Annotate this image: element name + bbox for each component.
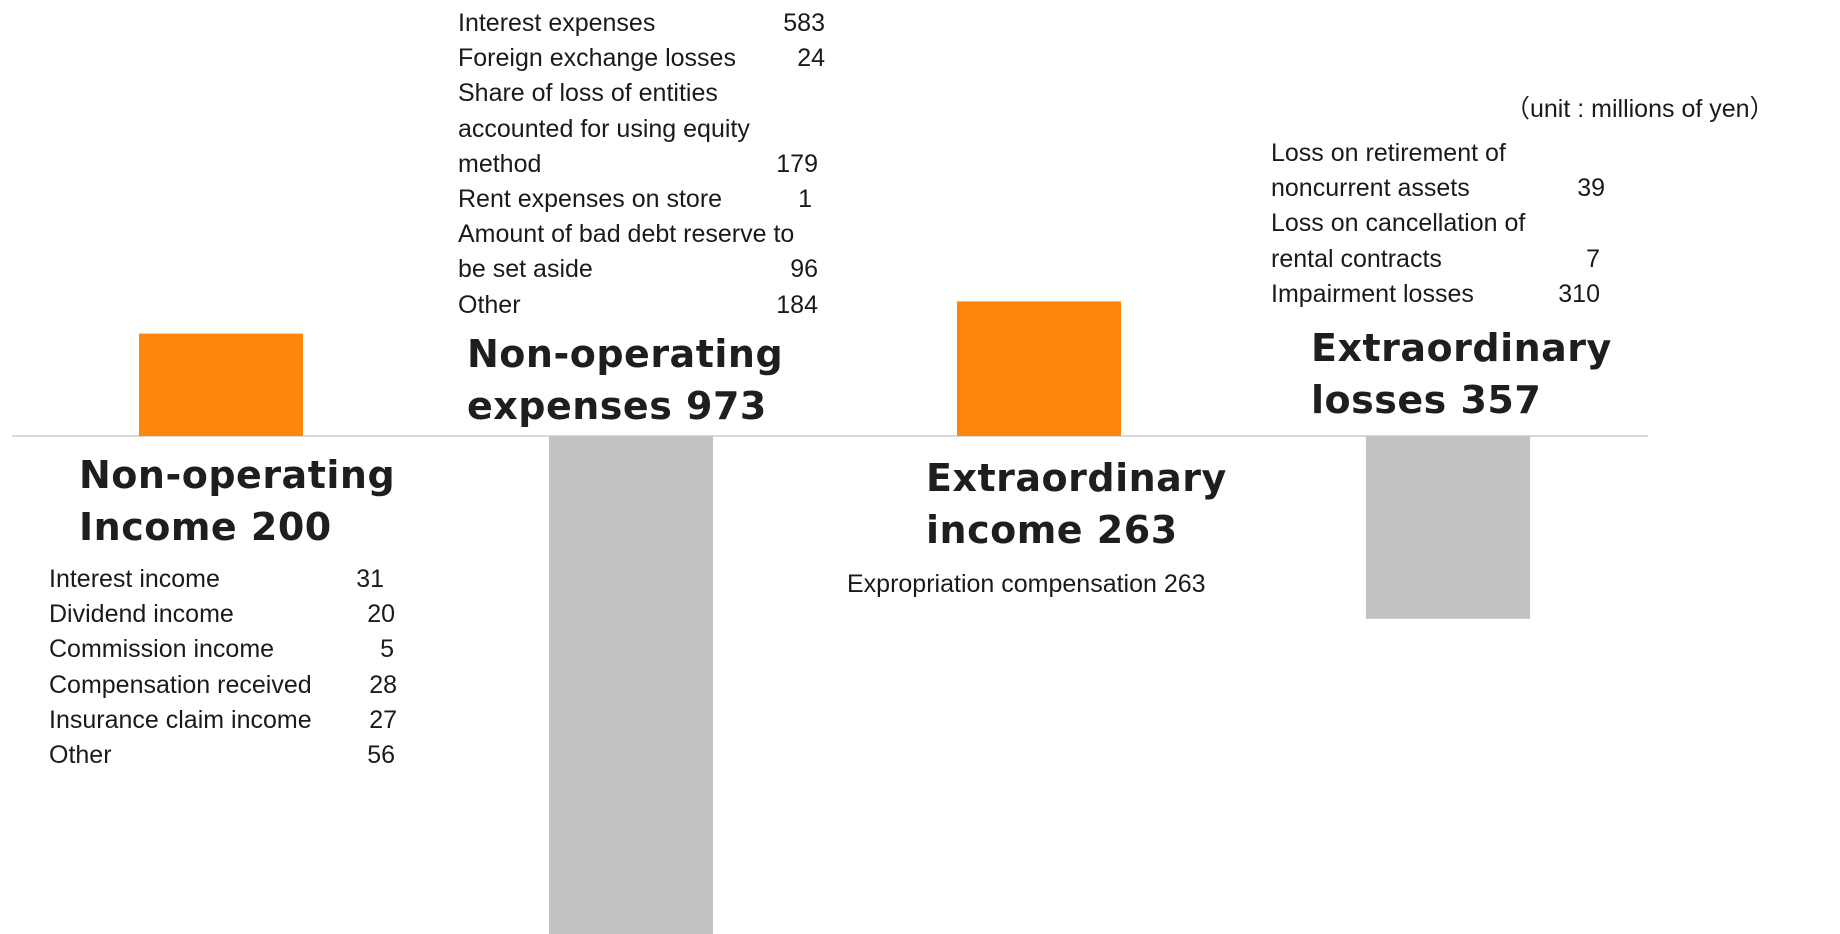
item-label: Rent expenses on store bbox=[458, 185, 723, 214]
list-item: Interest expenses 583 bbox=[458, 6, 828, 41]
list-item: Share of loss of entities accounted for … bbox=[458, 76, 828, 182]
bar-extraordinary-losses bbox=[1366, 436, 1530, 619]
list-item: Loss on retirement of noncurrent assets 3… bbox=[1271, 136, 1611, 206]
heading-non-operating-income: Non-operating Income 200 bbox=[79, 449, 395, 553]
list-item: Insurance claim income 27 bbox=[49, 703, 397, 738]
item-label: Foreign exchange losses bbox=[458, 44, 736, 73]
heading-line: Extraordinary bbox=[1311, 326, 1612, 370]
unit-label: （unit : millions of yen） bbox=[1505, 95, 1775, 123]
item-label: Other bbox=[458, 290, 521, 319]
breakdown-extraordinary-income: Expropriation compensation 263 bbox=[847, 570, 1206, 599]
item-value: 5 bbox=[380, 635, 394, 664]
list-item: Other 184 bbox=[458, 288, 828, 323]
heading-line: Non-operating bbox=[467, 332, 784, 376]
item-label: Impairment losses bbox=[1271, 279, 1474, 308]
list-item: Foreign exchange losses 24 bbox=[458, 41, 828, 76]
heading-extraordinary-income: Extraordinary income 263 bbox=[926, 452, 1227, 556]
list-item: Other 56 bbox=[49, 738, 397, 773]
item-value: 263 bbox=[1163, 570, 1206, 598]
heading-non-operating-expenses: Non-operating expenses 973 bbox=[467, 328, 783, 432]
item-label: Share of loss of entities accounted for … bbox=[458, 79, 750, 178]
item-value: 39 bbox=[1577, 174, 1605, 203]
heading-line: income 263 bbox=[926, 508, 1178, 552]
list-item: Commission income 5 bbox=[49, 632, 397, 667]
item-label: Commission income bbox=[49, 635, 275, 664]
heading-extraordinary-losses: Extraordinary losses 357 bbox=[1311, 322, 1612, 426]
item-label: Compensation received bbox=[49, 670, 312, 699]
breakdown-non-operating-income: Interest income 31 Dividend income 20 Comm… bbox=[49, 562, 397, 773]
heading-line: Non-operating bbox=[79, 453, 396, 497]
bar-non-operating-income bbox=[139, 333, 303, 436]
list-item: Interest income 31 bbox=[49, 562, 397, 597]
heading-line: Income 200 bbox=[79, 505, 332, 549]
breakdown-non-operating-expenses: Interest expenses 583 Foreign exchange lo… bbox=[458, 6, 828, 323]
item-label: Amount of bad debt reserve to be set asi… bbox=[458, 220, 795, 284]
list-item: Compensation received 28 bbox=[49, 668, 397, 703]
item-label: Dividend income bbox=[49, 600, 234, 629]
item-label: Interest income bbox=[49, 565, 220, 593]
list-item: Amount of bad debt reserve to be set asi… bbox=[458, 217, 828, 287]
item-label: Loss on retirement of noncurrent assets bbox=[1271, 139, 1506, 203]
item-value: 96 bbox=[790, 255, 818, 284]
item-value: 20 bbox=[367, 600, 395, 629]
heading-line: Extraordinary bbox=[926, 456, 1227, 500]
item-label: Interest expenses bbox=[458, 9, 656, 37]
item-value: 310 bbox=[1558, 279, 1600, 308]
item-label: Loss on cancellation of rental contracts bbox=[1271, 209, 1526, 273]
item-value: 56 bbox=[367, 741, 395, 770]
item-value: 1 bbox=[798, 185, 812, 214]
item-label: Insurance claim income bbox=[49, 705, 312, 734]
heading-line: losses 357 bbox=[1311, 378, 1542, 422]
list-item: Loss on cancellation of rental contracts… bbox=[1271, 206, 1611, 276]
item-value: 31 bbox=[356, 565, 384, 593]
item-value: 7 bbox=[1586, 244, 1600, 273]
item-label: Other bbox=[49, 741, 112, 770]
item-value: 583 bbox=[783, 9, 825, 37]
bar-non-operating-expenses bbox=[549, 436, 713, 934]
heading-line: expenses 973 bbox=[467, 384, 767, 428]
item-value: 24 bbox=[797, 44, 825, 73]
list-item: Dividend income 20 bbox=[49, 597, 397, 632]
breakdown-extraordinary-losses: Loss on retirement of noncurrent assets 3… bbox=[1271, 136, 1611, 312]
item-value: 184 bbox=[776, 290, 818, 319]
bar-extraordinary-income bbox=[957, 301, 1121, 436]
bar-group bbox=[139, 301, 1530, 934]
item-value: 27 bbox=[369, 705, 397, 734]
item-label: Expropriation compensation bbox=[847, 570, 1157, 598]
list-item: Rent expenses on store 1 bbox=[458, 182, 828, 217]
list-item: Impairment losses 310 bbox=[1271, 277, 1611, 312]
item-value: 179 bbox=[776, 149, 818, 178]
item-value: 28 bbox=[369, 670, 397, 699]
